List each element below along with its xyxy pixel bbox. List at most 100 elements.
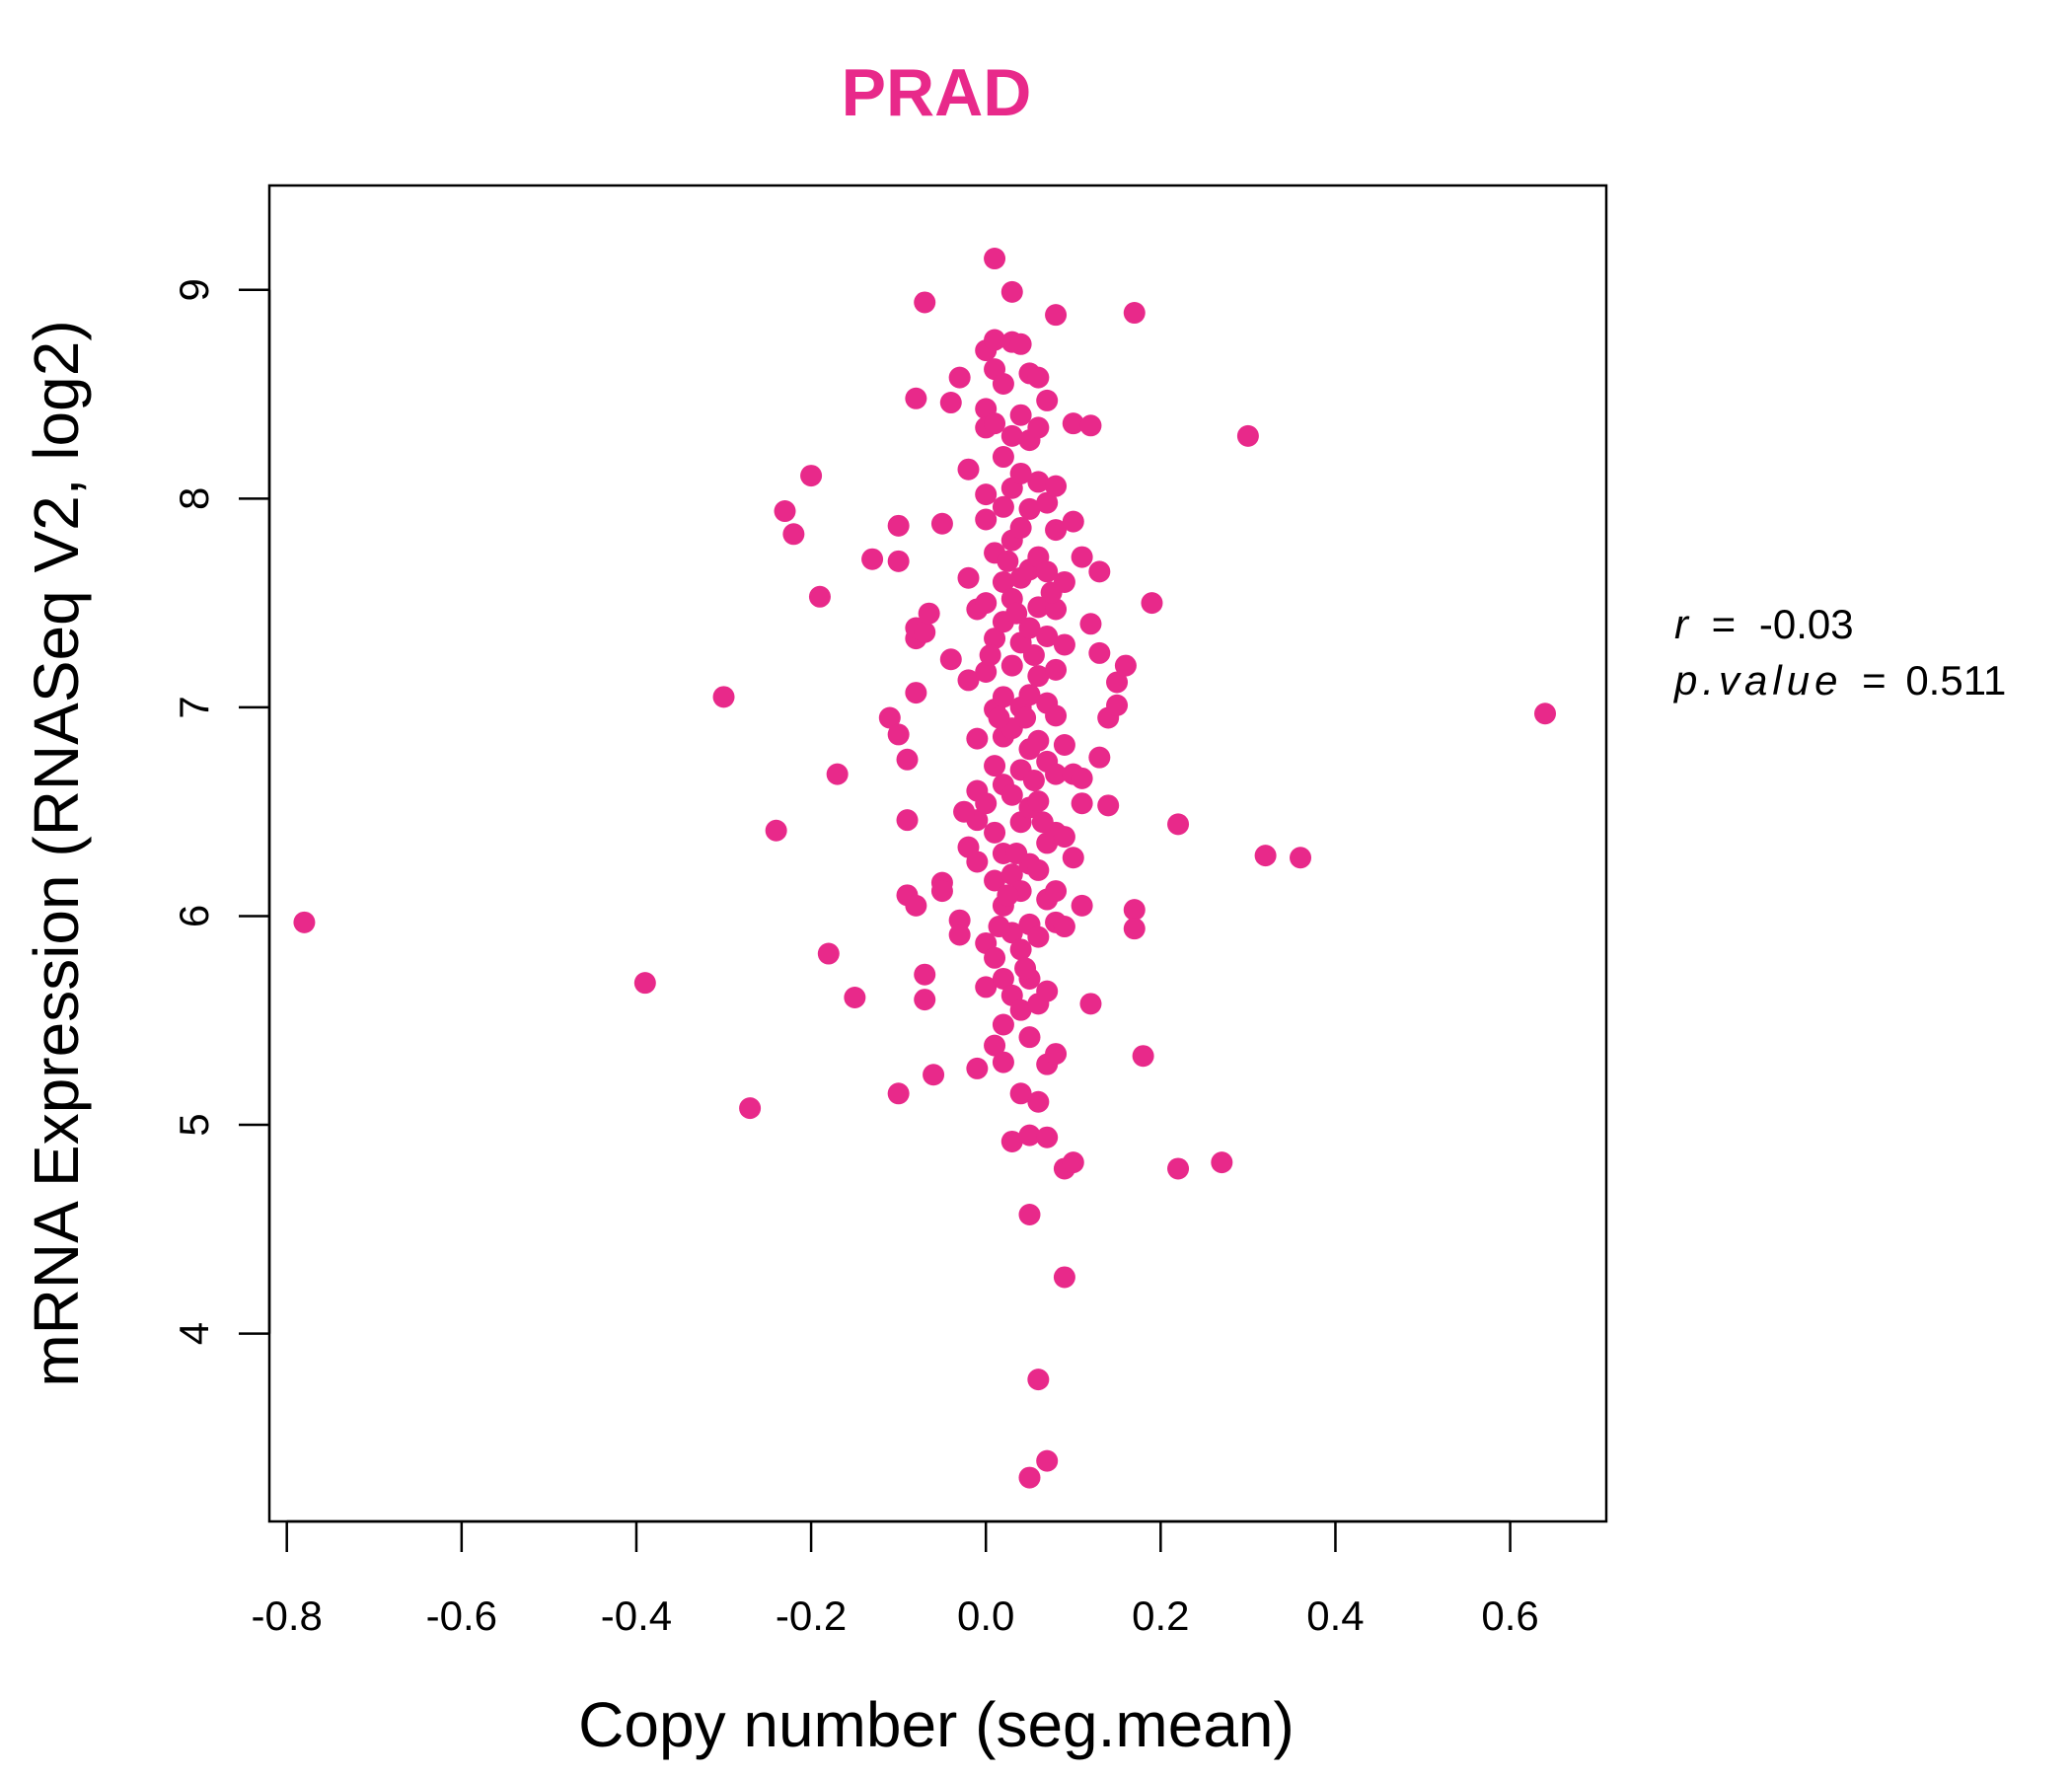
x-tick-label: -0.2 [776, 1592, 847, 1639]
data-point [1254, 845, 1277, 867]
data-point [1045, 598, 1068, 621]
data-point [1088, 560, 1111, 583]
data-point [1211, 1151, 1233, 1174]
data-point [905, 682, 927, 704]
data-point [712, 686, 735, 708]
data-point [1000, 863, 1023, 886]
data-point [1036, 491, 1059, 514]
data-point [1071, 894, 1093, 917]
plot-frame [267, 184, 1608, 1523]
data-point [975, 976, 998, 999]
data-point [1027, 366, 1050, 389]
y-tick-label: 5 [171, 1113, 217, 1136]
data-point [1141, 592, 1163, 615]
y-tick-label: 9 [171, 278, 217, 301]
data-point [1022, 644, 1045, 667]
data-point [1027, 858, 1050, 881]
data-point [1000, 280, 1023, 303]
data-point [1022, 769, 1045, 791]
data-point [826, 763, 849, 785]
data-point [1088, 641, 1111, 664]
data-points [293, 248, 1557, 1489]
data-point [1167, 813, 1190, 836]
data-point [1018, 617, 1041, 639]
data-point [992, 446, 1014, 469]
data-point [878, 706, 901, 729]
data-point [1236, 424, 1259, 447]
data-point [1053, 826, 1075, 849]
data-point [1031, 811, 1054, 834]
data-point [1018, 1026, 1041, 1049]
data-point [948, 924, 971, 946]
data-point [975, 592, 998, 615]
correlation-annotation: r = -0.03 p.value = 0.511 [1672, 601, 2006, 703]
y-tick-label: 4 [171, 1322, 217, 1345]
data-point [1079, 414, 1102, 437]
data-point [975, 660, 998, 683]
data-point [1045, 304, 1068, 327]
p-equals: = [1862, 657, 1887, 703]
data-point [887, 514, 910, 537]
data-point [1009, 333, 1032, 355]
x-tick-label: -0.6 [426, 1592, 497, 1639]
data-point [905, 387, 927, 409]
data-point [966, 727, 989, 750]
data-point [1000, 654, 1023, 677]
data-point [992, 1013, 1014, 1036]
data-point [1018, 1204, 1041, 1226]
data-point [1062, 510, 1084, 533]
r-value: -0.03 [1759, 601, 1854, 647]
data-point [1062, 1151, 1084, 1174]
y-tick-label: 7 [171, 696, 217, 718]
data-point [861, 548, 884, 570]
data-point [1036, 1449, 1059, 1472]
data-point [1071, 792, 1093, 815]
data-point [1000, 783, 1023, 806]
data-point [984, 1034, 1006, 1057]
data-point [953, 800, 976, 823]
data-point [1000, 424, 1023, 447]
data-point [914, 621, 936, 643]
y-axis-title: mRNA Expression (RNASeq V2, log2) [21, 320, 92, 1386]
data-point [1027, 1090, 1050, 1113]
data-point [988, 916, 1010, 938]
data-point [992, 1051, 1014, 1073]
data-point [1014, 706, 1037, 729]
data-point [800, 465, 823, 487]
data-point [1040, 581, 1063, 604]
data-point [984, 869, 1006, 892]
data-point [988, 706, 1010, 729]
data-point [975, 508, 998, 531]
data-point [782, 523, 805, 546]
data-point [1123, 899, 1146, 922]
data-point [992, 686, 1014, 708]
x-axis-title: Copy number (seg.mean) [578, 1689, 1295, 1760]
data-point [1027, 665, 1050, 688]
data-point [1045, 519, 1068, 542]
data-point [984, 628, 1006, 650]
data-point [1036, 1126, 1059, 1148]
data-point [633, 972, 656, 995]
data-point [1106, 671, 1129, 694]
data-point [957, 669, 980, 692]
data-point [1123, 918, 1146, 940]
data-point [1071, 546, 1093, 568]
data-point [896, 809, 919, 832]
data-point [1027, 925, 1050, 948]
data-point [896, 748, 919, 771]
data-point [1062, 412, 1084, 435]
data-point [1123, 302, 1146, 325]
data-point [1005, 602, 1028, 625]
data-point [1114, 654, 1137, 677]
data-point [1053, 733, 1075, 756]
data-point [817, 942, 840, 965]
data-point [1027, 596, 1050, 619]
data-point [939, 392, 962, 414]
data-point [957, 566, 980, 589]
data-point [1018, 497, 1041, 520]
data-point [1045, 763, 1068, 785]
data-point [1018, 1124, 1041, 1147]
data-point [992, 570, 1014, 593]
data-point [1000, 1130, 1023, 1152]
